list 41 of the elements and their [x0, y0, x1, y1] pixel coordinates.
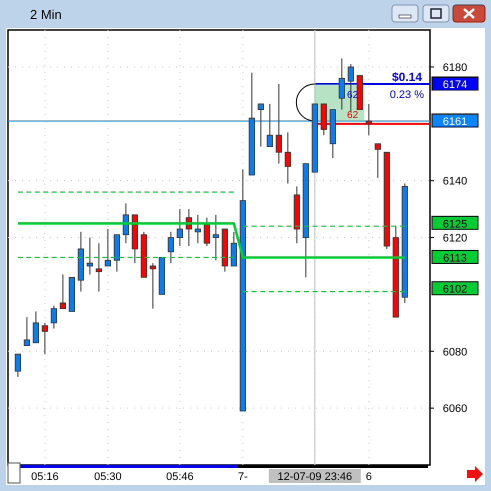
candlestick — [50, 305, 57, 330]
annotation: 62 — [347, 110, 359, 121]
candlestick — [284, 132, 291, 184]
annotation: 0.23 % — [390, 88, 424, 101]
candlestick — [104, 228, 111, 266]
candlestick — [86, 237, 93, 276]
x-tick-label: 7- — [238, 471, 248, 483]
text: 6125 — [442, 218, 468, 230]
x-tick-label: 05:16 — [31, 471, 59, 483]
ref-line-label: 6161 — [442, 116, 468, 128]
candlestick — [194, 214, 201, 244]
candlestick — [276, 84, 282, 164]
candlestick — [60, 274, 66, 310]
candlestick — [176, 208, 183, 247]
candlestick — [374, 143, 381, 178]
y-tick-label: 6080 — [442, 346, 468, 358]
x-tick-label: 05:30 — [94, 471, 122, 483]
candlestick — [32, 310, 39, 344]
y-tick-label: 6060 — [442, 403, 468, 416]
candlestick — [14, 354, 21, 378]
ref-line-label: 6174 — [442, 79, 468, 92]
y-tick-label: 6120 — [442, 232, 468, 245]
annotation: $0.14 — [392, 70, 422, 84]
candlestick — [96, 242, 102, 292]
y-tick-label: 6180 — [442, 62, 468, 74]
candlestick — [266, 103, 273, 148]
candlestick — [42, 322, 48, 355]
y-tick-label: 6140 — [442, 176, 468, 188]
text: 6113 — [443, 252, 467, 264]
candlestick — [212, 214, 219, 261]
candlestick — [258, 103, 264, 148]
chart-title: 2 Min — [30, 7, 62, 22]
x-tick-label: 05:46 — [166, 471, 194, 483]
candlestick — [24, 316, 30, 346]
candlestick — [168, 231, 174, 264]
x-tick-label: 6 — [366, 471, 372, 483]
text: 6102 — [442, 284, 468, 296]
candlestick — [150, 262, 156, 310]
candlestick — [338, 58, 345, 110]
x-tick-label: 12-07-09 23:46 — [278, 471, 352, 483]
candlestick — [230, 231, 237, 266]
